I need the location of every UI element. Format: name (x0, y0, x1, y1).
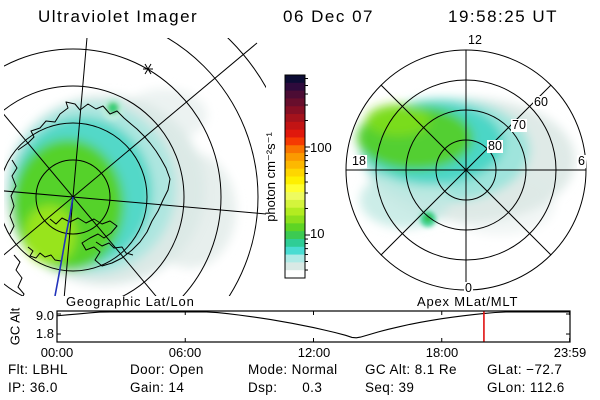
mlt-label-12: 12 (467, 33, 483, 47)
timeline-plot (56, 310, 571, 343)
coastline (9, 101, 171, 296)
mlat-ring-70: 70 (511, 118, 527, 132)
xtick-0600: 06:00 (168, 345, 202, 360)
colorbar-tick-10: 10 (310, 226, 325, 241)
status-ip: IP: 36.0 (8, 380, 58, 395)
left-aurora-image (5, 89, 236, 285)
ground-track-line (54, 196, 74, 296)
mlt-label-6: 6 (577, 154, 586, 168)
colorbar (284, 74, 310, 279)
left-panel-caption: Geographic Lat/Lon (66, 294, 195, 309)
star-marker-icon (143, 63, 153, 75)
colorbar-axis-label: photon cm⁻²s⁻¹ (263, 132, 278, 222)
status-dsp: Dsp: 0.3 (248, 380, 323, 395)
status-glon: GLon: 112.6 (487, 380, 565, 395)
right-polar-plot (345, 49, 587, 291)
left-polar-plot (4, 38, 266, 296)
status-mode: Mode: Normal (248, 362, 338, 377)
colorbar-cells (285, 75, 305, 279)
status-seq: Seq: 39 (365, 380, 415, 395)
ytick-9: 9.0 (35, 308, 54, 323)
mlat-ring-80: 80 (487, 139, 503, 153)
status-glat: GLat: −72.7 (487, 362, 563, 377)
colorbar-ticks (305, 78, 310, 271)
right-grid (345, 49, 587, 291)
xtick-2359: 23:59 (553, 345, 587, 360)
gc-alt-axis-label: GC Alt (7, 307, 23, 346)
status-gain: Gain: 14 (130, 380, 185, 395)
status-door: Door: Open (130, 362, 204, 377)
mlt-label-0: 0 (464, 281, 473, 295)
gc-alt-curve (57, 311, 570, 339)
mlt-label-18: 18 (351, 154, 367, 168)
timeline-ticks (56, 311, 571, 342)
header-date: 06 Dec 07 (283, 7, 374, 26)
xtick-1200: 12:00 (297, 345, 331, 360)
right-panel-caption: Apex MLat/MLT (417, 294, 519, 309)
xtick-1800: 18:00 (425, 345, 459, 360)
ytick-1-8: 1.8 (35, 326, 54, 341)
header-time: 19:58:25 UT (448, 7, 559, 26)
mlat-ring-60: 60 (533, 95, 549, 109)
status-gc-alt: GC Alt: 8.1 Re (365, 362, 457, 377)
colorbar-tick-100: 100 (310, 140, 332, 155)
app-title: Ultraviolet Imager (38, 7, 199, 26)
status-flt: Flt: LBHL (8, 362, 68, 377)
xtick-0000: 00:00 (40, 345, 74, 360)
